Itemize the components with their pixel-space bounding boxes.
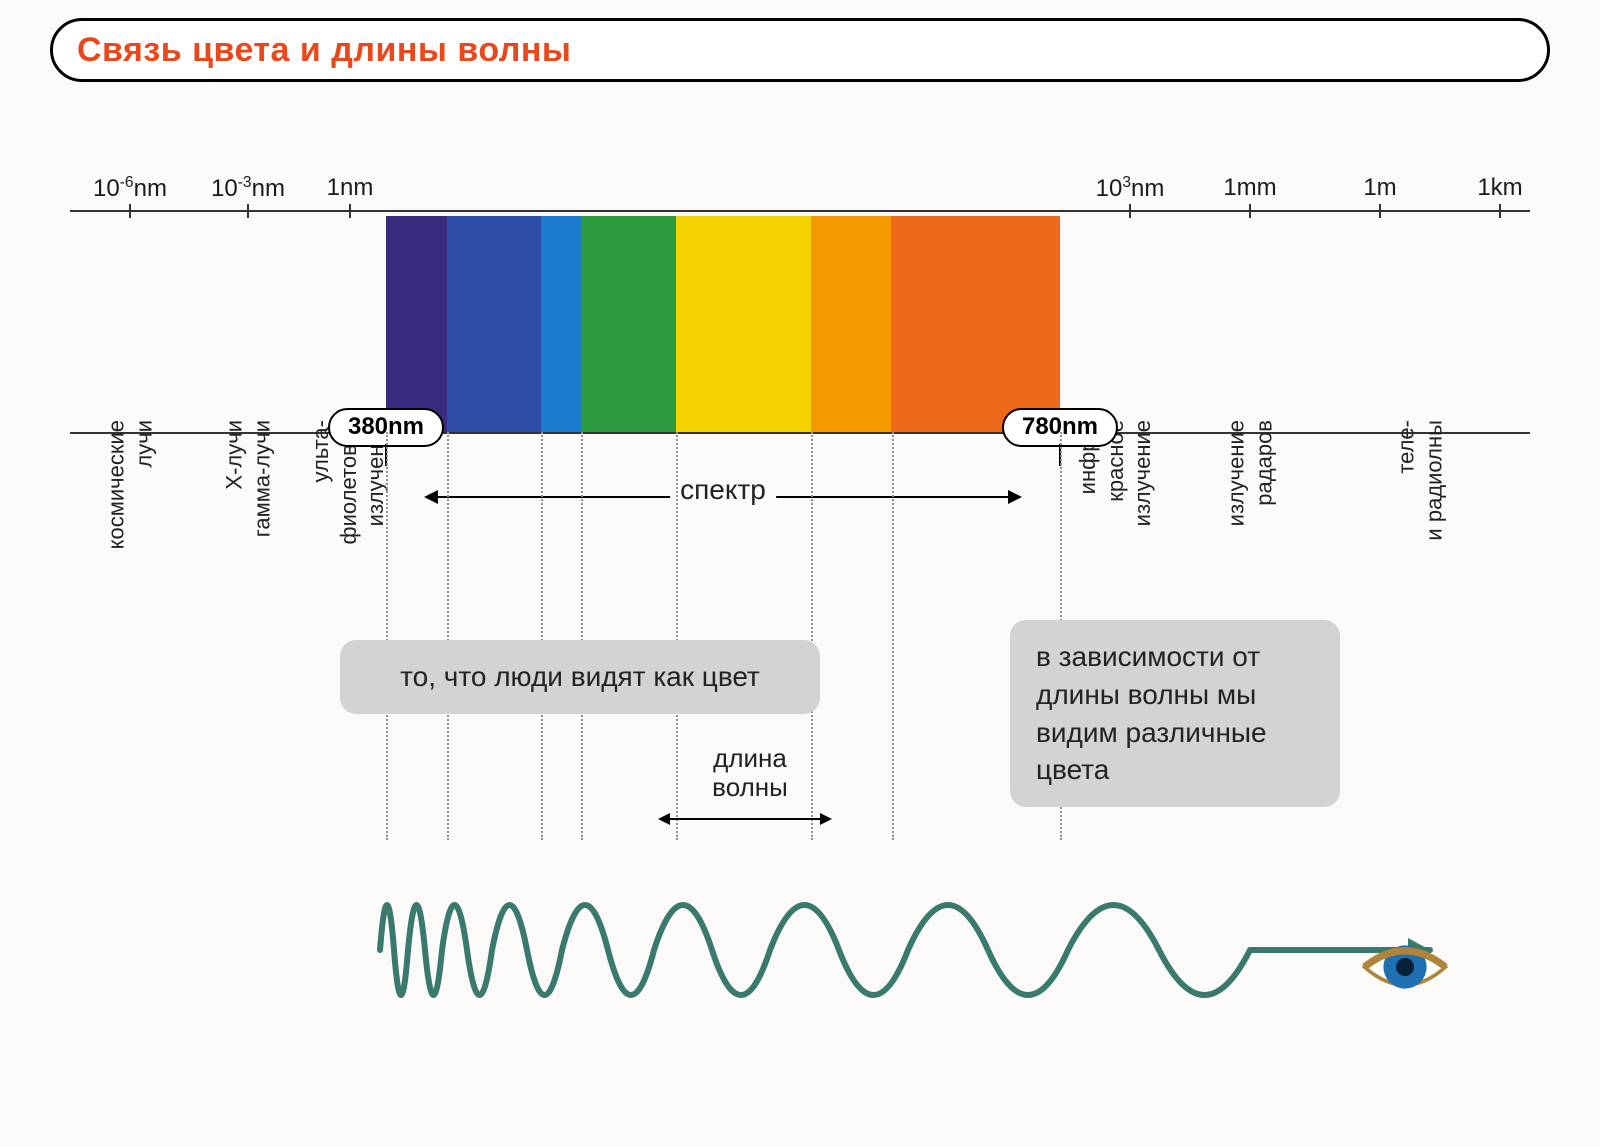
- wave-path: [380, 905, 1430, 995]
- axis-tick-mark: [1499, 204, 1501, 218]
- spectrum-band: [891, 216, 1060, 432]
- axis-tick-mark: [1129, 204, 1131, 218]
- band-dropline: [447, 432, 449, 840]
- axis-tick-label: 10-3nm: [211, 174, 285, 203]
- axis-tick-label: 1m: [1363, 174, 1396, 202]
- em-region-label: теле-и радиолны: [1393, 420, 1448, 541]
- axis-tick-mark: [247, 204, 249, 218]
- band-dropline: [386, 432, 388, 840]
- axis-tick-label: 1nm: [327, 174, 374, 202]
- spectrum-label: спектр: [670, 474, 776, 506]
- axis-tick-label: 1mm: [1223, 174, 1276, 202]
- em-axis-baseline: [70, 432, 1530, 434]
- band-dropline: [581, 432, 583, 840]
- em-region-label: космическиелучи: [103, 420, 158, 549]
- callout-depends-on-wavelength: в зависимости от длины волны мы видим ра…: [1010, 620, 1340, 807]
- visible-spectrum: [386, 216, 1060, 432]
- axis-tick-mark: [129, 204, 131, 218]
- spectrum-band: [447, 216, 541, 432]
- axis-tick-mark: [1379, 204, 1381, 218]
- callout-what-people-see: то, что люди видят как цвет: [340, 640, 820, 714]
- axis-tick-label: 10-6nm: [93, 174, 167, 203]
- wave-graphic: [370, 820, 1420, 1080]
- axis-tick-mark: [1249, 204, 1251, 218]
- axis-tick-label: 1km: [1477, 174, 1522, 202]
- wavelength-label: длинаволны: [680, 744, 820, 801]
- band-dropline: [676, 432, 678, 840]
- spectrum-band: [676, 216, 811, 432]
- band-dropline: [541, 432, 543, 840]
- em-axis-top: [70, 210, 1530, 212]
- spectrum-band: [541, 216, 581, 432]
- em-region-label: излучениерадаров: [1223, 420, 1278, 526]
- axis-tick-mark: [349, 204, 351, 218]
- title-pill: Связь цвета и длины волны: [50, 18, 1550, 82]
- eye-icon: [1360, 922, 1450, 1012]
- title-text: Связь цвета и длины волны: [77, 31, 571, 70]
- diagram-root: Связь цвета и длины волны 10-6nm 10-3nm 1n…: [0, 0, 1600, 1147]
- spectrum-band: [581, 216, 675, 432]
- axis-tick-label: 103nm: [1096, 174, 1165, 203]
- spectrum-band: [386, 216, 447, 432]
- spectrum-band: [811, 216, 892, 432]
- band-dropline: [892, 432, 894, 840]
- em-region-label: Х-лучигамма-лучи: [221, 420, 276, 537]
